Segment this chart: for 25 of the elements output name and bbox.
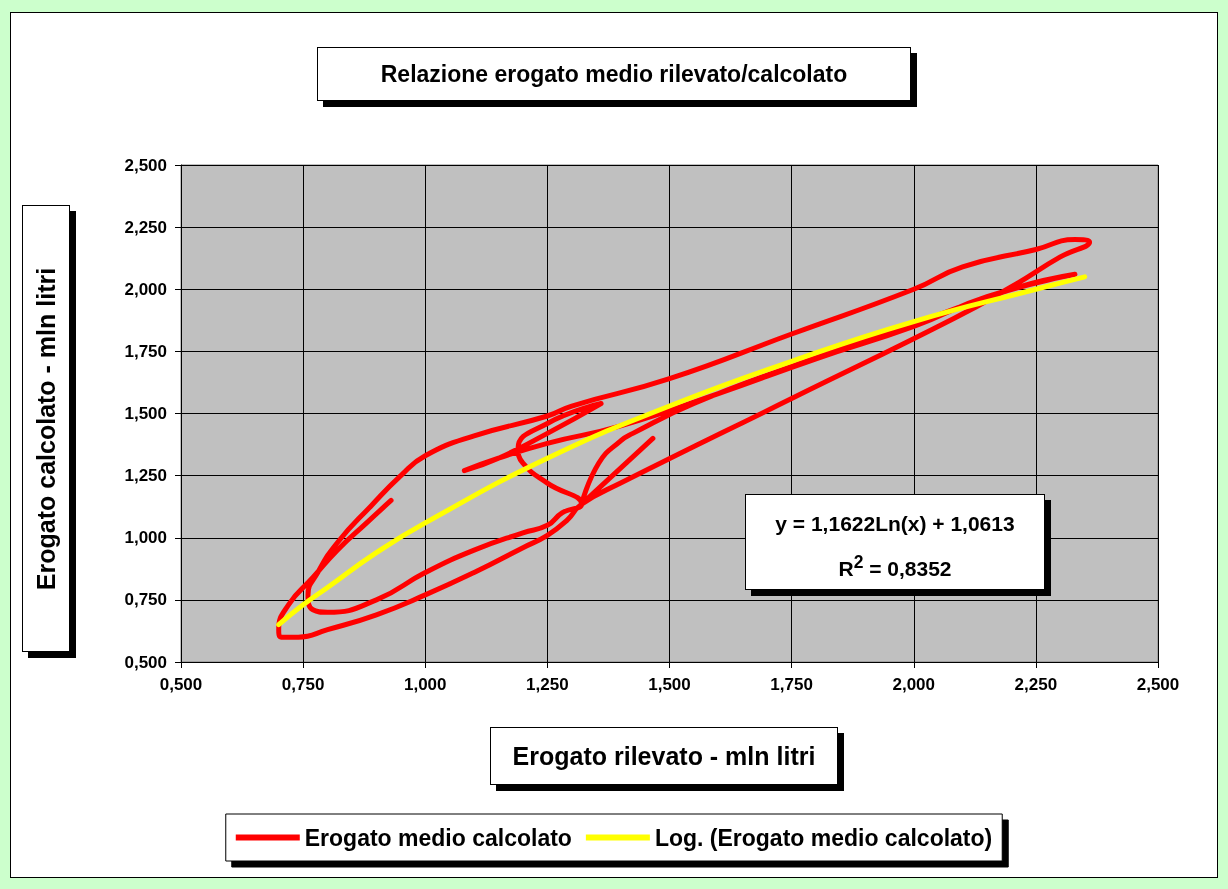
x-tick-label: 0,500 bbox=[159, 675, 203, 694]
y-tick-label: 2,500 bbox=[124, 155, 167, 175]
x-tick-label: 1,750 bbox=[770, 675, 813, 694]
y-tick-label: 0,500 bbox=[124, 652, 167, 672]
y-axis-title: Erogato calcolato - mln litri bbox=[31, 267, 61, 590]
annotation: y = 1,1622Ln(x) + 1,0613 bbox=[774, 511, 1016, 537]
legend-label: Log. (Erogato medio calcolato) bbox=[654, 824, 993, 851]
x-tick-label: 2,000 bbox=[892, 675, 936, 694]
y-tick-label: 0,750 bbox=[124, 590, 167, 610]
legend-label: Erogato medio calcolato bbox=[304, 824, 572, 851]
x-tick-label: 1,250 bbox=[526, 675, 569, 694]
x-tick-label: 2,250 bbox=[1014, 675, 1058, 694]
x-tick-label: 0,750 bbox=[281, 675, 325, 694]
y-tick-label: 2,250 bbox=[124, 217, 167, 237]
annotation: R$^{2}$ = 0,8352 bbox=[837, 551, 953, 582]
x-axis-title: Erogato rilevato - mln litri bbox=[490, 727, 838, 785]
x-tick-label: 1,000 bbox=[403, 675, 447, 694]
x-tick-label: 2,500 bbox=[1136, 675, 1180, 694]
y-tick-label: 1,000 bbox=[124, 528, 167, 548]
x-tick-label: 1,500 bbox=[648, 675, 691, 694]
y-tick-label: 1,500 bbox=[124, 404, 167, 423]
y-tick-label: 1,750 bbox=[124, 341, 167, 361]
y-tick-label: 1,250 bbox=[124, 466, 167, 486]
y-tick-label: 2,000 bbox=[124, 279, 167, 299]
chart-title: Relazione erogato medio rilevato/calcolato bbox=[317, 47, 911, 101]
